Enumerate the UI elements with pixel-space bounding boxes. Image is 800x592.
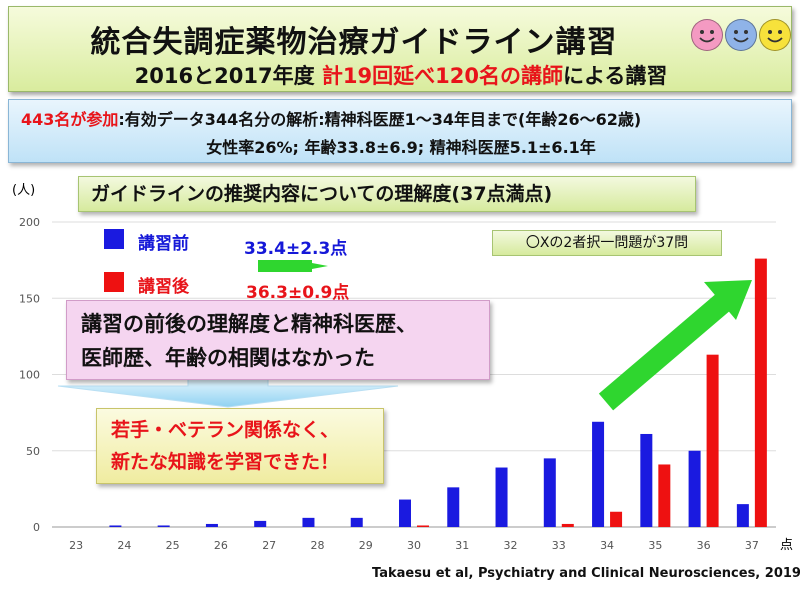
- score-after: 36.3±0.9点: [246, 283, 350, 303]
- x-tick-label: 37: [745, 539, 759, 552]
- bar-before: [205, 523, 218, 527]
- score-before: 33.4±2.3点: [244, 239, 348, 259]
- page-title: 統合失調症薬物治療ガイドライン講習: [90, 25, 618, 60]
- question-format-note: 〇Xの2者択一問題が37問: [492, 230, 722, 256]
- analysis-details: :有効データ344名分の解析:精神科医歴1～34年目まで(年齢26～62歳): [118, 110, 642, 129]
- correlation-line-1: 講習の前後の理解度と精神科医歴、: [81, 312, 417, 336]
- increase-arrow-icon: [598, 280, 752, 411]
- x-tick-label: 25: [166, 539, 180, 552]
- bar-after: [754, 258, 767, 527]
- participant-count: 443名が参加: [21, 110, 119, 129]
- bar-before: [688, 450, 701, 527]
- y-tick-label: 0: [33, 521, 40, 534]
- y-axis-label: (人): [12, 183, 35, 198]
- x-tick-label: 28: [310, 539, 324, 552]
- citation: Takaesu et al, Psychiatry and Clinical N…: [372, 566, 800, 581]
- y-tick-label: 100: [19, 369, 40, 382]
- title-banner: 統合失調症薬物治療ガイドライン講習 2016と2017年度 計19回延べ120名…: [8, 6, 792, 92]
- bar-before: [350, 517, 363, 527]
- bar-before: [592, 421, 605, 527]
- conclusion-line-1: 若手・ベテラン関係なく、: [111, 419, 340, 441]
- smiley-blue-icon: [725, 19, 757, 51]
- summary-line-1: 443名が参加:有効データ344名分の解析:精神科医歴1～34年目まで(年齢26…: [21, 106, 641, 130]
- x-tick-label: 26: [214, 539, 228, 552]
- x-tick-label: 27: [262, 539, 276, 552]
- legend-swatch-before: [104, 229, 124, 249]
- bar-before: [254, 520, 267, 527]
- smiley-pink-icon: [691, 19, 723, 51]
- correlation-line-2: 医師歴、年齢の相関はなかった: [81, 346, 375, 370]
- x-tick-label: 35: [648, 539, 662, 552]
- subtitle: 2016と2017年度 計19回延べ120名の講師による講習: [9, 60, 793, 90]
- bar-before: [157, 525, 170, 527]
- subtitle-lecturers: 計19回延べ120名の講師: [321, 64, 563, 88]
- smiley-yellow-icon: [759, 19, 791, 51]
- y-tick-label: 150: [19, 292, 40, 305]
- subtitle-years: 2016と2017年度: [134, 64, 315, 88]
- x-tick-label: 34: [600, 539, 614, 552]
- subtitle-suffix: による講習: [562, 64, 668, 88]
- correlation-callout: 講習の前後の理解度と精神科医歴、 医師歴、年齢の相関はなかった: [66, 300, 490, 380]
- y-tick-label: 50: [26, 445, 40, 458]
- bar-before: [302, 517, 315, 527]
- bar-after: [561, 523, 574, 527]
- bar-after: [706, 354, 719, 527]
- summary-line-2: 女性率26%; 年齢33.8±6.9; 精神科医歴5.1±6.1年: [206, 138, 596, 157]
- x-tick-label: 30: [407, 539, 421, 552]
- y-tick-label: 200: [19, 216, 40, 229]
- bar-before: [495, 467, 508, 527]
- score-change-arrow-icon: [258, 260, 328, 272]
- bar-after: [417, 525, 429, 527]
- bar-before: [543, 458, 556, 527]
- bar-before: [109, 525, 122, 527]
- x-tick-label: 29: [359, 539, 373, 552]
- x-tick-label: 32: [504, 539, 518, 552]
- x-tick-label: 33: [552, 539, 566, 552]
- chart-title: ガイドラインの推奨内容についての理解度(37点満点): [78, 176, 696, 212]
- bar-before: [447, 487, 460, 527]
- down-arrow-icon: [57, 377, 399, 408]
- conclusion-line-2: 新たな知識を学習できた！: [111, 451, 340, 473]
- x-tick-label: 31: [455, 539, 469, 552]
- bar-after: [610, 511, 623, 527]
- x-axis-unit: 点: [780, 538, 793, 553]
- bar-after: [658, 464, 671, 527]
- bar-before: [736, 504, 749, 527]
- bar-before: [399, 499, 411, 527]
- legend-label-before: 講習前: [138, 234, 189, 254]
- conclusion-callout: 若手・ベテラン関係なく、 新たな知識を学習できた！: [96, 408, 384, 484]
- legend-swatch-after: [104, 272, 124, 292]
- summary-box: 443名が参加:有効データ344名分の解析:精神科医歴1～34年目まで(年齢26…: [8, 99, 792, 163]
- bar-before: [640, 433, 653, 527]
- x-tick-label: 24: [117, 539, 131, 552]
- legend-label-after: 講習後: [138, 277, 189, 297]
- x-tick-label: 36: [697, 539, 711, 552]
- x-tick-label: 23: [69, 539, 83, 552]
